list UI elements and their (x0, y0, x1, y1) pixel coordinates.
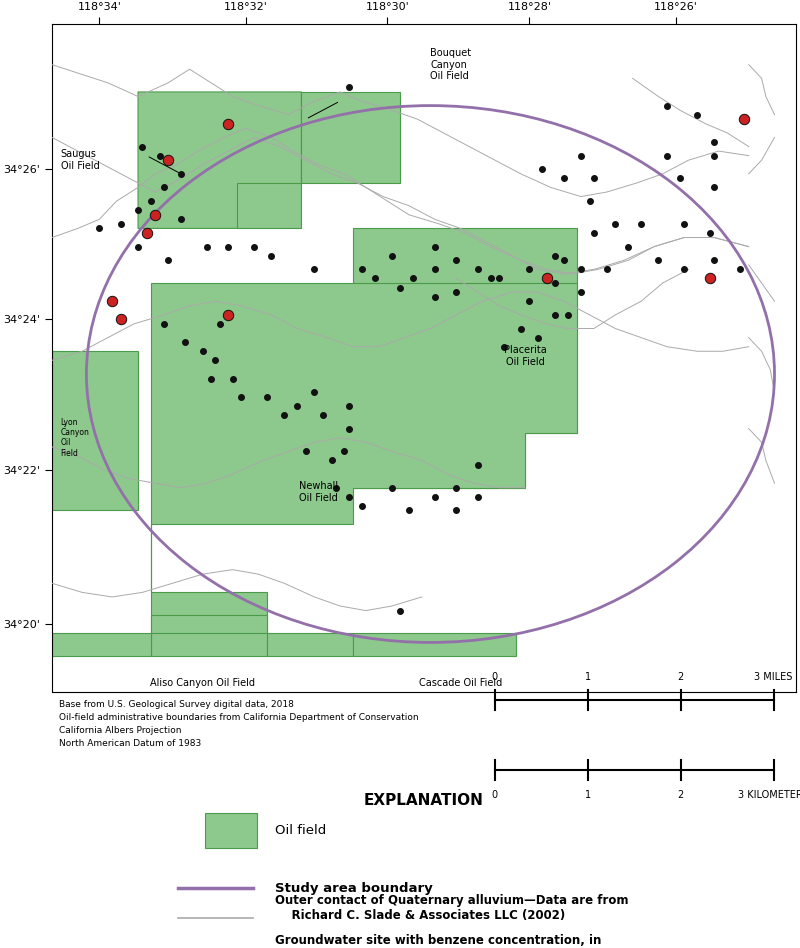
Text: Study area boundary: Study area boundary (275, 882, 433, 895)
Text: Newhall
Oil Field: Newhall Oil Field (299, 482, 338, 503)
Text: 3 MILES: 3 MILES (754, 672, 793, 683)
Text: Lyon
Canyon
Oil
Field: Lyon Canyon Oil Field (61, 418, 90, 458)
Text: Outer contact of Quaternary alluvium—Data are from
    Richard C. Slade & Associ: Outer contact of Quaternary alluvium—Dat… (275, 894, 629, 922)
Bar (205, 812, 257, 848)
Text: Base from U.S. Geological Survey digital data, 2018
Oil-field administrative bou: Base from U.S. Geological Survey digital… (59, 700, 419, 748)
Polygon shape (52, 615, 353, 656)
Text: Placerita
Oil Field: Placerita Oil Field (504, 345, 546, 367)
Text: Saugus
Oil Field: Saugus Oil Field (61, 150, 99, 171)
Text: Cascade Oil Field: Cascade Oil Field (419, 679, 502, 688)
Polygon shape (52, 352, 138, 510)
Text: 0: 0 (492, 791, 498, 800)
Text: Groundwater site with benzene concentration, in
    micrograms per liter: Groundwater site with benzene concentrat… (275, 935, 602, 948)
Polygon shape (151, 283, 577, 656)
Text: Bouquet
Canyon
Oil Field: Bouquet Canyon Oil Field (430, 48, 471, 82)
Polygon shape (237, 92, 400, 228)
Polygon shape (138, 92, 302, 228)
Text: 0: 0 (492, 672, 498, 683)
Text: 1: 1 (585, 672, 590, 683)
Polygon shape (353, 228, 577, 487)
Text: 1: 1 (585, 791, 590, 800)
Text: 2: 2 (678, 791, 684, 800)
Text: 2: 2 (678, 672, 684, 683)
Text: Aliso Canyon Oil Field: Aliso Canyon Oil Field (150, 679, 255, 688)
Text: 3 KILOMETERS: 3 KILOMETERS (738, 791, 800, 800)
Text: Oil field: Oil field (275, 824, 326, 837)
Polygon shape (353, 633, 517, 656)
Text: EXPLANATION: EXPLANATION (364, 793, 484, 808)
